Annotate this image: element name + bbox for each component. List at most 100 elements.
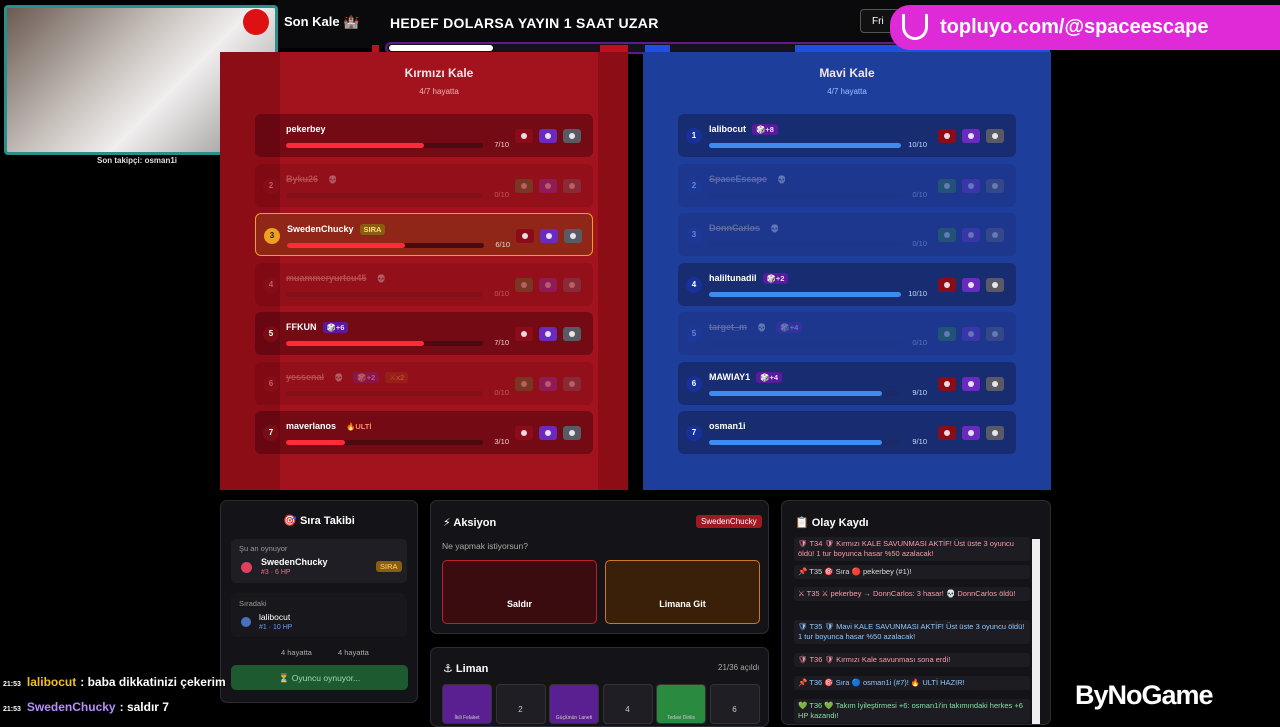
player-name: pekerbey xyxy=(286,124,326,134)
log-entry: 🛡 T34 🛡 Kırmızı KALE SAVUNMASI AKTİF! Üs… xyxy=(794,537,1030,561)
icon xyxy=(569,331,575,337)
name-text: pekerbey xyxy=(286,124,326,134)
icon-button[interactable] xyxy=(986,277,1004,292)
hp-track xyxy=(286,390,483,396)
log-entry: 💚 T36 💚 Takım İyileştirmesi +6: osman1i'… xyxy=(794,699,1030,723)
hp-label: 7/10 xyxy=(494,338,509,347)
icon-button[interactable] xyxy=(539,129,557,143)
icon-button[interactable] xyxy=(563,178,581,193)
hp-track xyxy=(286,192,483,198)
icon-button[interactable] xyxy=(962,327,980,341)
icon-button[interactable] xyxy=(516,229,534,243)
icon-button[interactable] xyxy=(938,277,956,292)
icon-button[interactable] xyxy=(515,129,533,143)
player-tag: 🎲+2 xyxy=(353,371,380,383)
icon-button[interactable] xyxy=(515,277,533,292)
icon-button[interactable] xyxy=(938,178,956,193)
icon-button[interactable] xyxy=(564,229,582,243)
icon xyxy=(944,133,950,139)
icon xyxy=(546,233,552,239)
icon-button[interactable] xyxy=(563,327,581,341)
icon xyxy=(522,233,528,239)
icon-button[interactable] xyxy=(986,426,1004,440)
next-card: Sıradaki lalibocut #1 · 10 HP xyxy=(231,593,407,637)
player-tag: 🎲+6 xyxy=(322,322,349,333)
icon-button[interactable] xyxy=(563,376,581,391)
player-number: 6 xyxy=(686,375,702,392)
icon-button[interactable] xyxy=(986,129,1004,143)
icon xyxy=(545,380,551,387)
icon-button[interactable] xyxy=(539,327,557,341)
icon-button[interactable] xyxy=(515,327,533,341)
player-number: 3 xyxy=(264,228,280,244)
harbor-cell[interactable]: İkili Felaket xyxy=(442,684,492,724)
icon-button[interactable] xyxy=(563,129,581,143)
icon-button[interactable] xyxy=(540,229,558,243)
hp-track xyxy=(709,341,901,346)
icon xyxy=(992,380,998,387)
turn-tag: SIRA xyxy=(376,561,402,572)
harbor-button[interactable]: Limana Git xyxy=(605,560,760,624)
hp-track xyxy=(286,341,483,346)
game-name: Son Kale 🏰 xyxy=(284,14,360,29)
log-entry: 📌 T35 🎯 Sıra 🔴 pekerbey (#1)! xyxy=(794,565,1030,579)
icon-button[interactable] xyxy=(938,426,956,440)
harbor-cell[interactable]: 6 xyxy=(709,684,760,724)
icon xyxy=(944,232,950,238)
player-name: muammeryurtcu45 💀 xyxy=(286,273,390,284)
icon-button[interactable] xyxy=(962,228,980,242)
player-number: 4 xyxy=(686,276,702,293)
harbor-cell[interactable]: 2 xyxy=(495,684,546,724)
chat-line: 21:53 lalibocut: baba dikkatinizi çekerim xyxy=(3,675,226,689)
icon-button[interactable] xyxy=(986,228,1004,242)
player-name: MAWIAY1 🎲+4 xyxy=(709,371,783,383)
icon-button[interactable] xyxy=(938,129,956,143)
icon-button[interactable] xyxy=(938,228,956,242)
icon-button[interactable] xyxy=(938,376,956,391)
icon-button[interactable] xyxy=(986,178,1004,193)
icon-button[interactable] xyxy=(962,426,980,440)
icon-button[interactable] xyxy=(515,178,533,193)
player-tag: 🎲+4 xyxy=(776,322,803,333)
player-number: 3 xyxy=(686,227,702,243)
icon xyxy=(569,281,575,288)
chat-time: 21:53 xyxy=(3,706,21,713)
prompt: Ne yapmak istiyorsun? xyxy=(442,541,528,551)
icon-button[interactable] xyxy=(539,376,557,391)
icon-button[interactable] xyxy=(986,327,1004,341)
icon xyxy=(570,233,576,239)
icon-button[interactable] xyxy=(515,376,533,391)
panel-title: ⚓ Liman xyxy=(443,663,489,675)
icon xyxy=(569,133,575,139)
hp-track xyxy=(286,143,483,148)
icon-button[interactable] xyxy=(563,426,581,440)
harbor-cell[interactable]: Güçlünün Laneti xyxy=(549,684,599,724)
icon-button[interactable] xyxy=(563,277,581,292)
icon-button[interactable] xyxy=(539,426,557,440)
icon-button[interactable] xyxy=(938,327,956,341)
chat-time: 21:53 xyxy=(3,681,21,688)
icon-button[interactable] xyxy=(962,129,980,143)
icon-button[interactable] xyxy=(962,178,980,193)
icon-button[interactable] xyxy=(986,376,1004,391)
player-tag: 💀 xyxy=(328,174,338,184)
blue-team-panel: Mavi Kale 4/7 hayatta 1 lalibocut 🎲+8 10/10 2 S… xyxy=(643,52,1051,490)
harbor-cell[interactable]: 4 xyxy=(602,684,653,724)
player-tag: 💀 xyxy=(334,372,344,382)
log-entry: ⚔ T35 ⚔ pekerbey → DonnCarlos: 3 hasar! … xyxy=(794,587,1030,601)
name-text: lalibocut xyxy=(709,124,747,134)
icon-button[interactable] xyxy=(515,426,533,440)
attack-button[interactable]: Saldır xyxy=(442,560,597,624)
icon-button[interactable] xyxy=(962,277,980,292)
promo-banner[interactable]: topluyo.com/@spaceescape xyxy=(890,5,1280,50)
hp-label: 0/10 xyxy=(912,338,927,347)
icon-button[interactable] xyxy=(539,178,557,193)
player-tag: 🔥ULTİ xyxy=(346,422,372,431)
icon-button[interactable] xyxy=(539,277,557,292)
icon-button[interactable] xyxy=(962,376,980,391)
player-number: 5 xyxy=(686,326,702,342)
player-row: 7 maverlanos 🔥ULTİ 3/10 xyxy=(255,411,593,454)
harbor-cell[interactable]: Tedavi Dirilis xyxy=(656,684,706,724)
hp-label: 9/10 xyxy=(912,387,927,397)
player-tag: 🎲+2 xyxy=(762,272,789,284)
